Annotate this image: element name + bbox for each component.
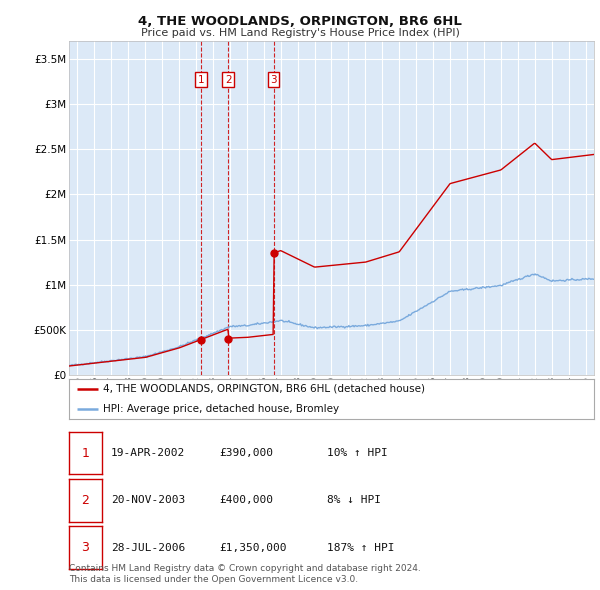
Text: £1,350,000: £1,350,000 (219, 543, 287, 552)
Text: 1: 1 (198, 75, 205, 84)
Text: 4, THE WOODLANDS, ORPINGTON, BR6 6HL: 4, THE WOODLANDS, ORPINGTON, BR6 6HL (138, 15, 462, 28)
Text: 4, THE WOODLANDS, ORPINGTON, BR6 6HL (detached house): 4, THE WOODLANDS, ORPINGTON, BR6 6HL (de… (103, 384, 425, 394)
Text: This data is licensed under the Open Government Licence v3.0.: This data is licensed under the Open Gov… (69, 575, 358, 584)
Text: 3: 3 (82, 541, 89, 554)
Text: £390,000: £390,000 (219, 448, 273, 458)
Text: £400,000: £400,000 (219, 496, 273, 505)
Text: 2: 2 (225, 75, 232, 84)
Text: 10% ↑ HPI: 10% ↑ HPI (327, 448, 388, 458)
Text: 19-APR-2002: 19-APR-2002 (111, 448, 185, 458)
Text: 2: 2 (82, 494, 89, 507)
Text: 187% ↑ HPI: 187% ↑ HPI (327, 543, 395, 552)
Text: Price paid vs. HM Land Registry's House Price Index (HPI): Price paid vs. HM Land Registry's House … (140, 28, 460, 38)
Text: 3: 3 (270, 75, 277, 84)
Text: 1: 1 (82, 447, 89, 460)
Text: HPI: Average price, detached house, Bromley: HPI: Average price, detached house, Brom… (103, 404, 339, 414)
Text: 28-JUL-2006: 28-JUL-2006 (111, 543, 185, 552)
Text: 20-NOV-2003: 20-NOV-2003 (111, 496, 185, 505)
Text: 8% ↓ HPI: 8% ↓ HPI (327, 496, 381, 505)
Text: Contains HM Land Registry data © Crown copyright and database right 2024.: Contains HM Land Registry data © Crown c… (69, 565, 421, 573)
